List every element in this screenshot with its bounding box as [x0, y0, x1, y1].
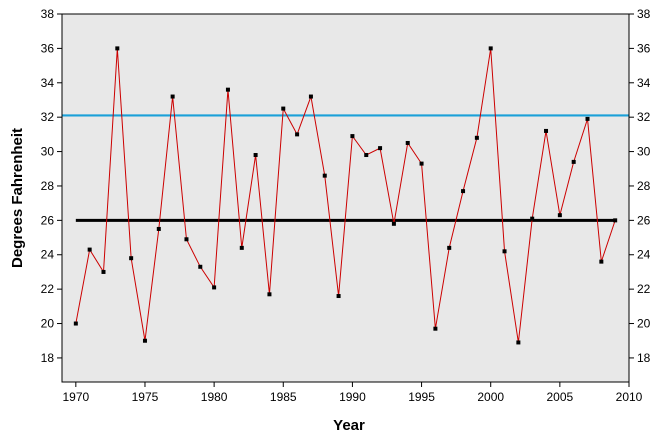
y-tick-label-left: 24	[41, 248, 55, 262]
plot-area	[62, 14, 629, 382]
data-point	[461, 189, 466, 194]
data-point	[322, 173, 327, 178]
data-point	[474, 135, 479, 140]
data-point	[364, 153, 369, 158]
data-point	[115, 46, 120, 51]
y-tick-label-right: 28	[637, 179, 651, 193]
data-point	[613, 218, 618, 223]
data-point	[170, 94, 175, 99]
x-tick-label: 1995	[408, 390, 435, 404]
data-point	[599, 259, 604, 264]
y-tick-label-left: 32	[41, 110, 55, 124]
data-point	[142, 338, 147, 343]
y-tick-label-left: 38	[41, 7, 55, 21]
y-tick-label-left: 20	[41, 317, 55, 331]
y-tick-label-right: 20	[637, 317, 651, 331]
y-tick-label-right: 36	[637, 41, 651, 55]
y-axis-title: Degrees Fahrenheit	[9, 128, 26, 268]
data-point	[488, 46, 493, 51]
x-tick-label: 1990	[339, 390, 366, 404]
y-tick-label-left: 28	[41, 179, 55, 193]
data-point	[544, 128, 549, 133]
data-point	[184, 237, 189, 242]
data-point	[253, 153, 258, 158]
x-tick-label: 1970	[62, 390, 89, 404]
x-tick-label: 1980	[201, 390, 228, 404]
data-point	[281, 106, 286, 111]
plot-frame	[61, 13, 630, 383]
data-point	[239, 245, 244, 250]
data-point	[336, 294, 341, 299]
data-point	[571, 159, 576, 164]
y-tick-label-right: 24	[637, 248, 651, 262]
y-tick-label-left: 26	[41, 213, 55, 227]
x-tick-label: 1985	[270, 390, 297, 404]
x-axis-title: Year	[333, 417, 365, 434]
data-point	[308, 94, 313, 99]
data-point	[156, 226, 161, 231]
data-point	[350, 134, 355, 139]
y-tick-label-left: 18	[41, 351, 55, 365]
x-tick-label: 2005	[547, 390, 574, 404]
data-point	[295, 132, 300, 137]
data-point	[73, 321, 78, 326]
data-point	[198, 264, 203, 269]
data-point	[378, 146, 383, 151]
y-tick-label-left: 22	[41, 282, 55, 296]
x-tick-label: 2010	[616, 390, 643, 404]
data-point	[267, 292, 272, 297]
data-point	[433, 326, 438, 331]
data-point	[502, 249, 507, 254]
data-point	[129, 256, 134, 261]
y-tick-label-right: 34	[637, 76, 651, 90]
data-point	[530, 216, 535, 221]
data-point	[585, 116, 590, 121]
data-point	[419, 161, 424, 166]
y-tick-label-right: 38	[637, 7, 651, 21]
y-tick-label-right: 30	[637, 145, 651, 159]
data-point	[212, 285, 217, 290]
y-tick-label-left: 30	[41, 145, 55, 159]
data-point	[405, 140, 410, 145]
data-point	[391, 221, 396, 226]
data-point	[225, 87, 230, 92]
data-point	[516, 340, 521, 345]
y-tick-label-right: 26	[637, 213, 651, 227]
y-tick-label-right: 22	[637, 282, 651, 296]
data-point	[87, 247, 92, 252]
y-tick-label-left: 34	[41, 76, 55, 90]
data-point	[557, 213, 562, 218]
x-tick-label: 1975	[132, 390, 159, 404]
data-point	[101, 269, 106, 274]
x-tick-label: 2000	[477, 390, 504, 404]
y-tick-label-right: 18	[637, 351, 651, 365]
data-point	[447, 245, 452, 250]
y-tick-label-right: 32	[637, 110, 651, 124]
series-line	[75, 48, 616, 343]
y-tick-label-left: 36	[41, 41, 55, 55]
